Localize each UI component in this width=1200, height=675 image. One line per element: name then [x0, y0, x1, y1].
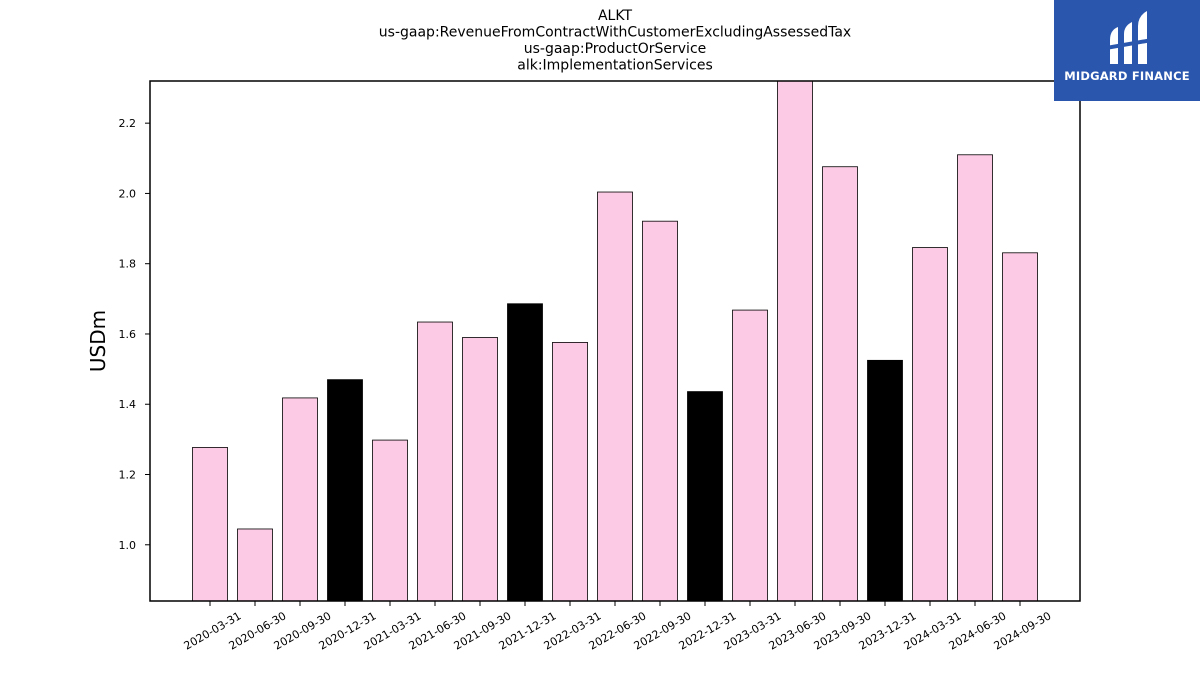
chart-title: ALKTus-gaap:RevenueFromContractWithCusto… [379, 8, 851, 74]
y-tick-label: 2.2 [119, 117, 137, 130]
bar [597, 191, 633, 602]
bar [777, 80, 813, 602]
logo-text: MIDGARD FINANCE [1064, 69, 1190, 83]
bar [912, 247, 948, 602]
y-tick-label: 1.6 [119, 328, 137, 341]
chart-title-line: us-gaap:RevenueFromContractWithCustomerE… [379, 25, 851, 41]
bar [642, 220, 678, 602]
x-axis-ticks: 2020-03-312020-06-302020-09-302020-12-31… [182, 601, 1054, 653]
midgard-m-icon [1106, 11, 1152, 64]
bar [237, 528, 273, 602]
bar [282, 397, 318, 602]
bar [957, 154, 993, 602]
bars [192, 80, 1038, 602]
bar [687, 391, 723, 602]
bar [552, 342, 588, 602]
bar [192, 447, 228, 602]
bar [867, 359, 903, 602]
y-tick-label: 2.0 [119, 187, 137, 200]
bar [1002, 252, 1038, 602]
bar [732, 309, 768, 602]
bar [372, 439, 408, 602]
bar [507, 303, 543, 602]
chart-title-line: us-gaap:ProductOrService [524, 41, 707, 57]
bar [822, 166, 858, 602]
y-tick-label: 1.2 [119, 469, 137, 482]
midgard-finance-logo: MIDGARD FINANCE [1054, 0, 1200, 101]
bar [417, 321, 453, 602]
y-tick-label: 1.8 [119, 258, 137, 271]
y-axis-ticks: 1.0 1.2 1.4 1.6 1.8 2.0 2.2 [119, 117, 150, 552]
y-tick-label: 1.4 [119, 398, 137, 411]
bar [327, 379, 363, 602]
y-axis-label: USDm [86, 310, 110, 372]
plot-frame [149, 80, 1081, 602]
chart-title-line: alk:ImplementationServices [517, 58, 713, 74]
chart-title-line: ALKT [598, 8, 632, 24]
bar [462, 337, 498, 602]
y-tick-label: 1.0 [119, 539, 137, 552]
